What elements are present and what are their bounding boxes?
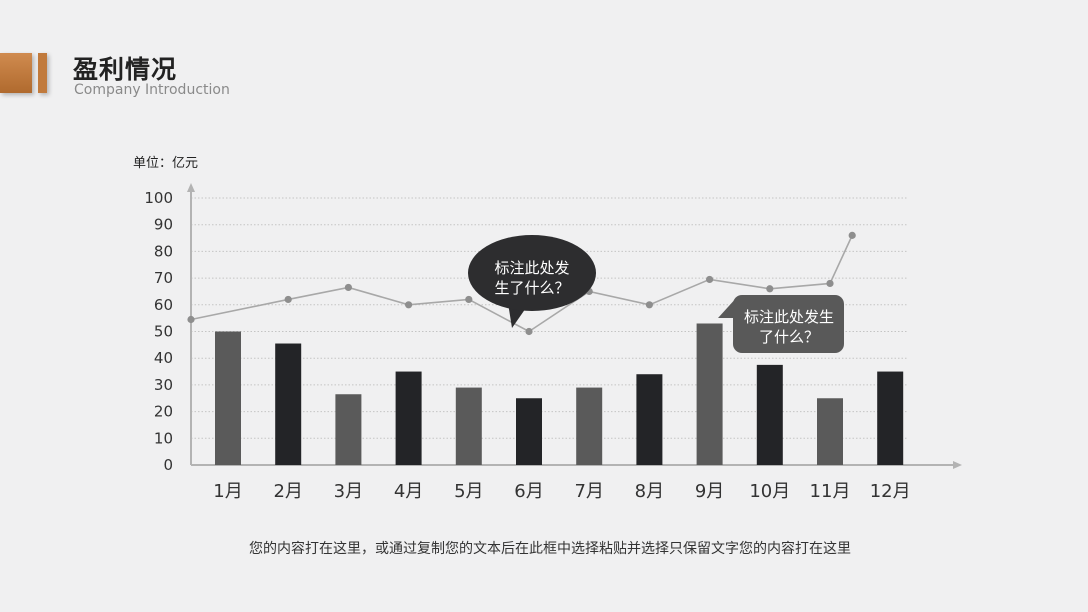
y-tick-label: 70 (154, 269, 173, 287)
y-tick-label: 40 (154, 349, 173, 367)
bar (696, 323, 723, 465)
bar (395, 371, 422, 465)
x-tick-label: 12月 (870, 481, 911, 502)
callout-text: 生了什么？ (494, 279, 569, 297)
x-tick-label: 4月 (394, 481, 423, 502)
x-tick-label: 7月 (574, 481, 603, 502)
unit-label: 单位：亿元 (133, 156, 198, 171)
x-tick-label: 1月 (213, 481, 242, 502)
line-point (826, 279, 834, 288)
x-tick-label: 8月 (635, 481, 664, 502)
y-tick-label: 90 (154, 216, 173, 234)
header-accent-block (0, 53, 32, 93)
callout-text: 了什么？ (759, 328, 819, 346)
bar (215, 331, 241, 465)
y-tick-label: 30 (154, 376, 173, 394)
line-point (525, 327, 533, 336)
line-point (706, 275, 714, 284)
x-tick-label: 10月 (749, 481, 790, 502)
y-tick-label: 20 (154, 403, 173, 421)
bar (516, 398, 542, 465)
callout-text: 标注此处发 (494, 259, 569, 277)
line-series (190, 235, 853, 333)
y-axis-arrow (187, 183, 195, 192)
callout-text: 标注此处发生 (744, 308, 834, 326)
bar (335, 394, 362, 465)
bar (455, 387, 482, 465)
bar (877, 371, 904, 465)
x-tick-label: 9月 (695, 481, 724, 502)
callout-box (733, 295, 844, 353)
line-point (465, 295, 473, 304)
callout-bubble (468, 235, 596, 311)
x-tick-label: 3月 (334, 481, 363, 502)
y-tick-label: 50 (154, 323, 173, 341)
line-point (848, 231, 856, 239)
y-tick-label: 0 (163, 456, 173, 474)
line-point (284, 295, 292, 304)
y-tick-label: 60 (154, 296, 173, 314)
bar (576, 387, 603, 465)
line-point (766, 285, 774, 293)
bar (817, 398, 843, 465)
page-title: 盈利情况 (73, 55, 178, 84)
bar (275, 343, 302, 465)
x-tick-label: 5月 (454, 481, 483, 502)
x-tick-label: 6月 (514, 481, 543, 502)
page-subtitle: Company Introduction (74, 82, 230, 98)
y-tick-label: 100 (144, 189, 173, 207)
header-accent-bar (38, 53, 47, 93)
y-tick-label: 10 (154, 429, 173, 447)
line-point (344, 283, 352, 292)
bar (636, 374, 663, 465)
line-point (405, 301, 413, 309)
x-tick-label: 2月 (273, 481, 302, 502)
line-point (645, 301, 654, 309)
x-axis-arrow (953, 461, 962, 469)
bar (756, 364, 783, 465)
y-tick-label: 80 (154, 242, 173, 260)
line-point (187, 315, 195, 324)
caption-text: 您的内容打在这里，或通过复制您的文本后在此框中选择粘贴并选择只保留文字您的内容打… (249, 541, 851, 557)
x-tick-label: 11月 (810, 481, 851, 502)
